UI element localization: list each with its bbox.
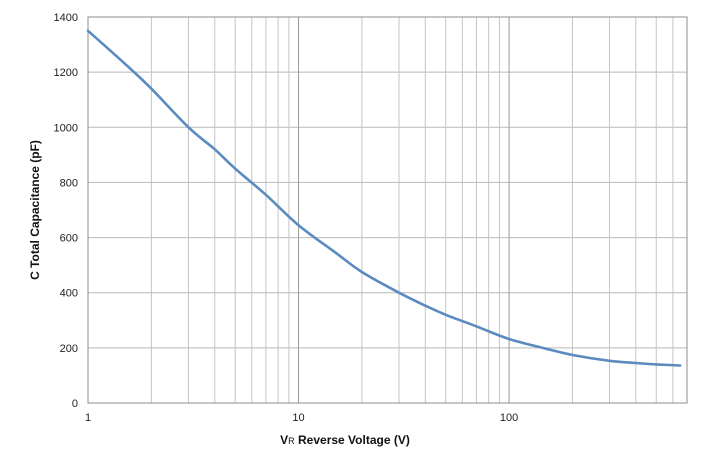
x-tick-label: 10 <box>292 412 304 424</box>
y-tick-label: 0 <box>72 398 78 410</box>
y-tick-label: 400 <box>60 288 78 300</box>
y-tick-label: 200 <box>60 343 78 355</box>
x-axis-title: VR Reverse Voltage (V) <box>280 433 410 447</box>
y-tick-labels: 0 200 400 600 800 1000 1200 1400 <box>54 12 78 410</box>
x-axis-title-subscript: R <box>288 436 295 446</box>
x-tick-label: 1 <box>85 412 91 424</box>
plot-frame <box>87 16 688 404</box>
x-axis-title-symbol: V <box>280 433 288 447</box>
y-tick-label: 1400 <box>54 12 78 24</box>
x-axis-title-text: Reverse Voltage (V) <box>295 433 410 447</box>
y-axis-title: C Total Capacitance (pF) <box>28 140 42 280</box>
y-tick-label: 600 <box>60 233 78 245</box>
series-line <box>86 29 682 367</box>
x-tick-label: 100 <box>500 412 518 424</box>
x-tick-labels: 1 10 100 <box>85 412 518 424</box>
series-layer <box>86 29 682 367</box>
y-tick-label: 1200 <box>54 67 78 79</box>
y-tick-label: 1000 <box>54 122 78 134</box>
y-tick-label: 800 <box>60 177 78 189</box>
